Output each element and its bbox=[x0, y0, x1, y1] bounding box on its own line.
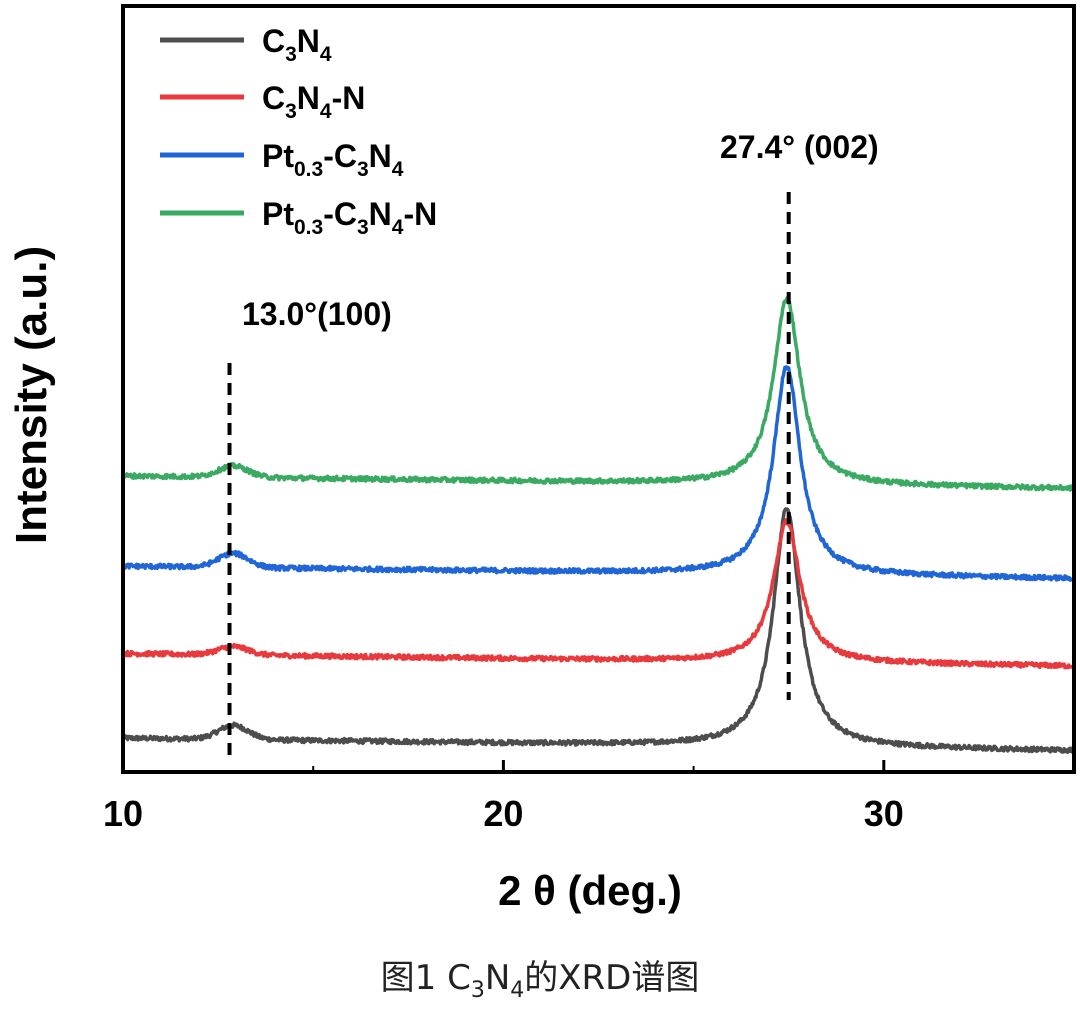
y-axis-label: Intensity (a.u.) bbox=[7, 246, 56, 544]
x-tick-label: 10 bbox=[103, 793, 143, 834]
legend-label: C3N4 bbox=[262, 23, 332, 66]
series-line-0 bbox=[121, 507, 1076, 754]
series-line-2 bbox=[121, 365, 1076, 582]
ref-label-100: 13.0°(100) bbox=[242, 296, 392, 332]
series-line-1 bbox=[121, 518, 1076, 670]
series-layer bbox=[121, 296, 1076, 754]
x-tick-label: 20 bbox=[483, 793, 523, 834]
plot-frame bbox=[121, 4, 1076, 774]
legend-label: C3N4-N bbox=[262, 80, 365, 123]
legend-label: Pt0.3-C3N4 bbox=[262, 138, 404, 181]
xrd-chart: 10 20 30 Intensity (a.u.) 2 θ (deg.) 13.0°… bbox=[7, 4, 1076, 914]
x-tick-label: 30 bbox=[864, 793, 904, 834]
figure-caption: 图1 C3N4的XRD谱图 bbox=[380, 958, 700, 1003]
reference-lines bbox=[227, 192, 791, 760]
ref-label-002: 27.4° (002) bbox=[720, 129, 879, 165]
legend: C3N4 C3N4-N Pt0.3-C3N4 Pt0.3-C3N4-N bbox=[160, 23, 437, 239]
legend-label: Pt0.3-C3N4-N bbox=[262, 196, 437, 239]
x-axis-label: 2 θ (deg.) bbox=[498, 867, 682, 914]
x-ticks: 10 20 30 bbox=[103, 760, 904, 834]
series-line-3 bbox=[122, 296, 1076, 492]
